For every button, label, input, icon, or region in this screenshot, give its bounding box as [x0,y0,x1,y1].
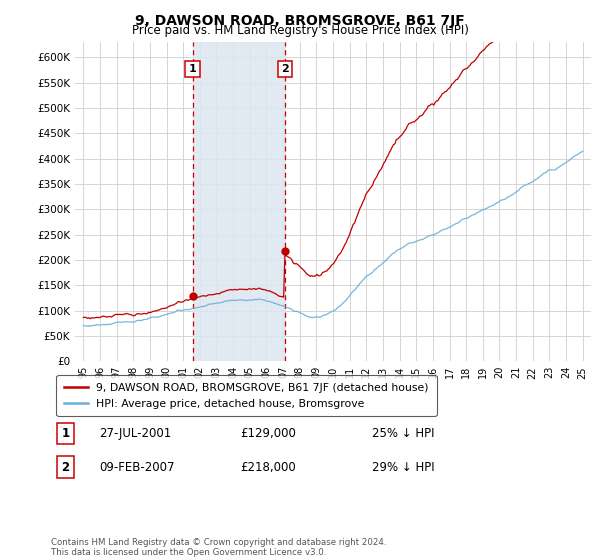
Text: £129,000: £129,000 [240,427,296,440]
Text: 1: 1 [61,427,70,440]
Text: £218,000: £218,000 [240,460,296,474]
Bar [193,42,285,361]
Legend: 9, DAWSON ROAD, BROMSGROVE, B61 7JF (detached house), HPI: Average price, detach: 9, DAWSON ROAD, BROMSGROVE, B61 7JF (det… [56,375,437,416]
Text: 1: 1 [189,64,197,74]
Text: 2: 2 [61,460,70,474]
Text: 27-JUL-2001: 27-JUL-2001 [99,427,171,440]
Text: 25% ↓ HPI: 25% ↓ HPI [372,427,434,440]
Text: 29% ↓ HPI: 29% ↓ HPI [372,460,434,474]
Text: 9, DAWSON ROAD, BROMSGROVE, B61 7JF: 9, DAWSON ROAD, BROMSGROVE, B61 7JF [135,14,465,28]
Text: Contains HM Land Registry data © Crown copyright and database right 2024.
This d: Contains HM Land Registry data © Crown c… [51,538,386,557]
Text: Price paid vs. HM Land Registry's House Price Index (HPI): Price paid vs. HM Land Registry's House … [131,24,469,37]
Text: 09-FEB-2007: 09-FEB-2007 [99,460,175,474]
Text: 2: 2 [281,64,289,74]
